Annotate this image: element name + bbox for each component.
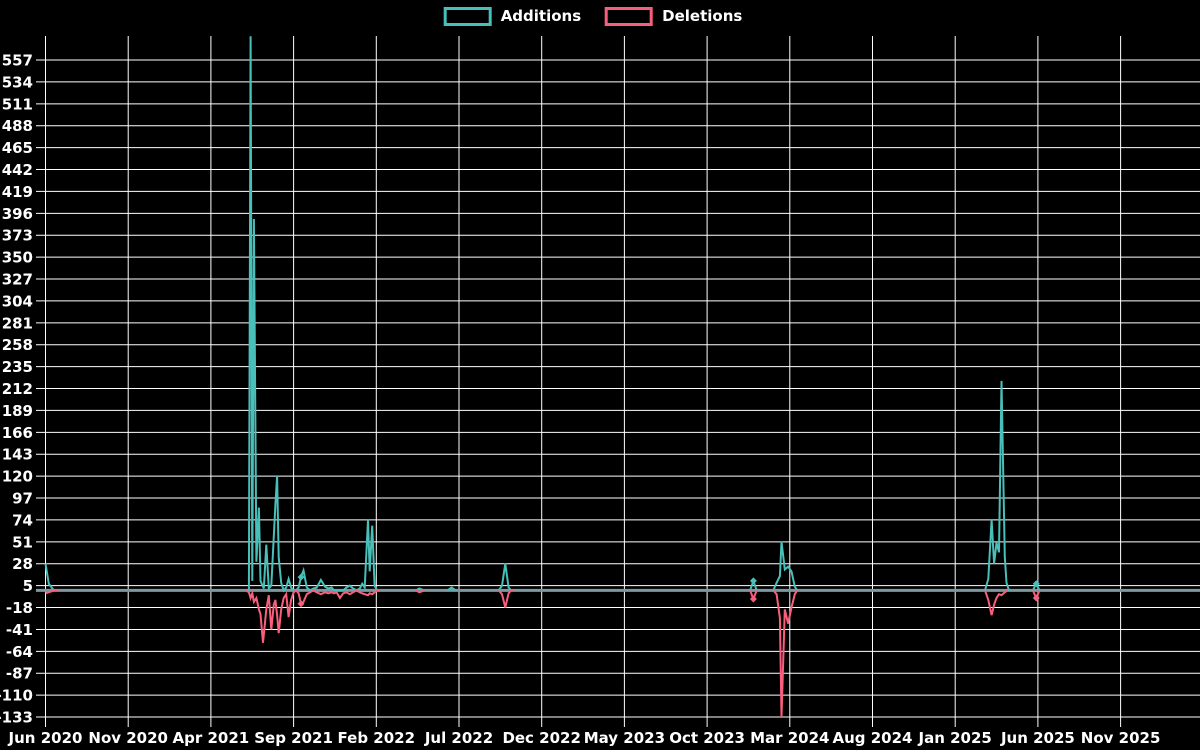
- deletions-segment: [415, 589, 425, 594]
- deletions-segment: [45, 589, 59, 595]
- y-tick-label: 212: [2, 380, 33, 398]
- additions-swatch-icon: [443, 7, 492, 26]
- legend-label-additions: Additions: [500, 7, 582, 25]
- y-tick-label: 74: [12, 511, 33, 529]
- gridlines: [36, 36, 1200, 727]
- additions-segment: [772, 541, 799, 591]
- additions-segment: [245, 36, 380, 593]
- y-tick-label: 327: [2, 271, 33, 289]
- x-tick-label: Oct 2023: [669, 729, 745, 747]
- y-tick-label: 28: [12, 555, 33, 573]
- x-tick-label: Jun 2020: [8, 729, 83, 747]
- x-tick-label: Sep 2021: [254, 729, 333, 747]
- deletions-point-marker: [749, 595, 757, 603]
- y-tick-label: 143: [2, 446, 33, 464]
- y-tick-label: -18: [6, 599, 33, 617]
- deletions-swatch-icon: [605, 7, 654, 26]
- y-tick-label: 51: [12, 533, 33, 551]
- y-tick-label: -110: [0, 687, 33, 705]
- additions-segment: [984, 380, 1010, 591]
- y-tick-label: -41: [6, 621, 33, 639]
- additions-point-marker: [297, 573, 305, 581]
- y-tick-label: 189: [2, 402, 33, 420]
- x-tick-label: Aug 2024: [833, 729, 913, 747]
- y-tick-label: 97: [12, 490, 33, 508]
- y-tick-label: 120: [2, 468, 33, 486]
- y-tick-label: -64: [6, 643, 33, 661]
- additions-segment: [415, 587, 425, 592]
- deletions-point-marker: [297, 600, 305, 608]
- x-tick-label: Dec 2022: [502, 729, 581, 747]
- y-tick-label: 304: [2, 292, 33, 310]
- y-tick-label: 419: [2, 183, 33, 201]
- x-tick-label: Jul 2022: [424, 729, 493, 747]
- deletions-point-marker: [1032, 594, 1040, 602]
- y-tick-label: 166: [2, 424, 33, 442]
- additions-segment: [446, 586, 457, 592]
- y-tick-label: 442: [2, 161, 33, 179]
- y-tick-label: 511: [2, 95, 33, 113]
- deletions-segment: [772, 589, 799, 718]
- x-tick-label: Nov 2025: [1081, 729, 1161, 747]
- additions-point-marker: [1032, 580, 1040, 588]
- y-tick-label: 465: [2, 139, 33, 157]
- deletions-segment: [497, 589, 514, 608]
- y-tick-label: 5: [23, 577, 33, 595]
- y-tick-label: 557: [2, 52, 33, 70]
- x-tick-label: May 2023: [584, 729, 665, 747]
- y-tick-label: 373: [2, 227, 33, 245]
- deletions-line: [45, 589, 1041, 718]
- y-tick-label: 258: [2, 336, 33, 354]
- y-axis-labels: 5575345114884654424193963733503273042812…: [0, 52, 33, 727]
- x-axis-labels: Jun 2020 Nov 2020 Apr 2021 Sep 2021 Feb 2022…: [8, 729, 1161, 747]
- legend-item-deletions[interactable]: Deletions: [605, 7, 742, 26]
- y-tick-label: 350: [2, 249, 33, 267]
- chart-legend: Additions Deletions: [443, 7, 757, 26]
- y-tick-label: -87: [6, 665, 33, 683]
- legend-label-deletions: Deletions: [662, 7, 743, 25]
- deletions-segment: [984, 589, 1008, 616]
- x-tick-label: Nov 2020: [88, 729, 168, 747]
- y-tick-label: 281: [2, 314, 33, 332]
- x-tick-label: Jan 2025: [918, 729, 992, 747]
- additions-point-marker: [749, 577, 757, 585]
- y-tick-label: 396: [2, 205, 33, 223]
- x-tick-label: Apr 2021: [173, 729, 250, 747]
- y-tick-label: 235: [2, 358, 33, 376]
- x-tick-label: Jun 2025: [1000, 729, 1075, 747]
- deletions-segment: [245, 589, 380, 643]
- y-tick-label: 488: [2, 117, 33, 135]
- y-tick-label: 534: [2, 73, 33, 91]
- x-tick-label: Feb 2022: [338, 729, 416, 747]
- legend-item-additions[interactable]: Additions: [443, 7, 582, 26]
- x-tick-label: Mar 2024: [750, 729, 829, 747]
- y-tick-label: -133: [0, 709, 33, 727]
